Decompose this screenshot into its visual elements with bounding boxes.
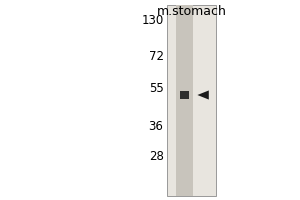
Text: 36: 36 (148, 120, 164, 134)
Bar (167, 5, 216, 196)
Text: 55: 55 (149, 82, 164, 95)
Bar (180, 91, 189, 99)
Text: m.stomach: m.stomach (157, 5, 226, 18)
Bar (176, 5, 193, 196)
Text: 28: 28 (148, 150, 164, 164)
Text: 72: 72 (148, 50, 164, 64)
Polygon shape (197, 90, 209, 100)
Text: 130: 130 (141, 15, 164, 27)
